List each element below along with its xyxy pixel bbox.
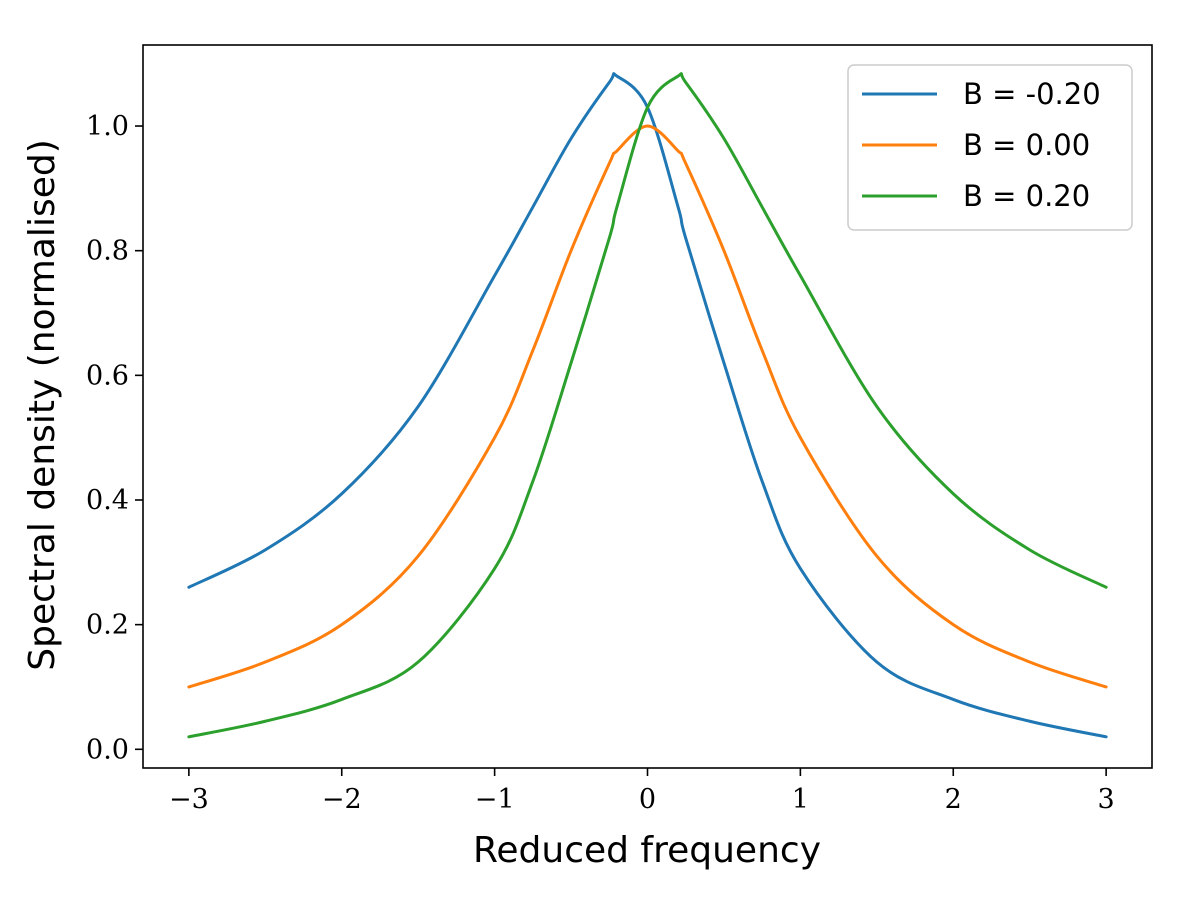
y-tick-label: 0.0	[86, 734, 129, 765]
x-tick-label: −3	[169, 784, 209, 815]
x-tick-label: −2	[322, 784, 362, 815]
legend-box	[847, 64, 1133, 231]
series-line-b-020	[187, 72, 1108, 739]
legend-label-b-000: B = 0.00	[963, 128, 1090, 162]
y-axis-label: Spectral density (normalised)	[22, 139, 63, 671]
x-axis-label: Reduced frequency	[473, 830, 821, 871]
series-line-b-000	[187, 124, 1108, 689]
legend: B = -0.20 B = 0.00 B = 0.20	[847, 64, 1133, 231]
series-layer	[187, 72, 1108, 739]
x-tick-label: −1	[475, 784, 515, 815]
y-tick-label: 0.2	[86, 610, 129, 641]
y-tick-label: 0.6	[86, 360, 129, 391]
x-tick-label: 3	[1098, 784, 1115, 815]
x-tick-label: 1	[792, 784, 809, 815]
y-tick-label: 0.8	[86, 236, 129, 267]
y-tick-label: 0.4	[86, 485, 129, 516]
y-axis-ticks: 0.0 0.2 0.4 0.6 0.8 1.0	[86, 111, 143, 765]
legend-label-b-neg020: B = -0.20	[963, 77, 1101, 111]
legend-label-b-020: B = 0.20	[963, 179, 1090, 213]
series-line-b-neg020	[187, 72, 1108, 739]
x-tick-label: 2	[945, 784, 962, 815]
y-tick-label: 1.0	[86, 111, 129, 142]
x-tick-label: 0	[639, 784, 656, 815]
x-axis-ticks: −3 −2 −1 0 1 2 3	[169, 768, 1115, 815]
